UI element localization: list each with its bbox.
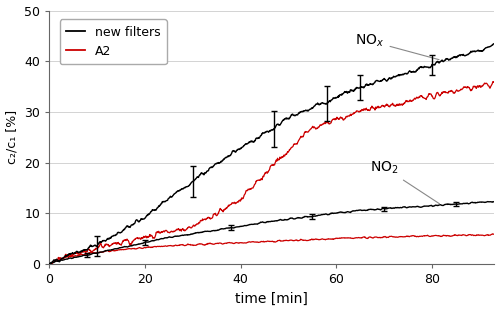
Legend: new filters, A2: new filters, A2 bbox=[60, 19, 166, 64]
X-axis label: time [min]: time [min] bbox=[236, 291, 308, 305]
Text: NO$_2$: NO$_2$ bbox=[370, 160, 440, 204]
Text: NO$_x$: NO$_x$ bbox=[356, 33, 439, 60]
Y-axis label: c₂/c₁ [%]: c₂/c₁ [%] bbox=[6, 110, 18, 164]
